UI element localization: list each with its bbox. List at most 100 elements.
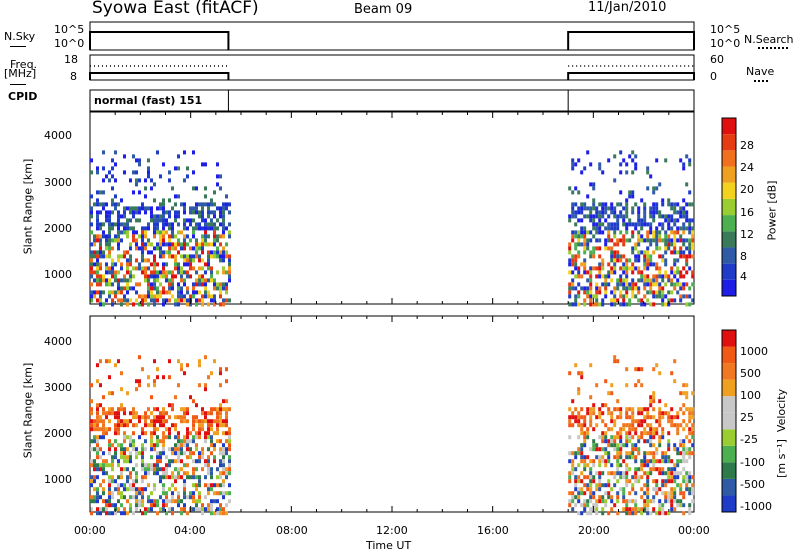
power-cell xyxy=(652,290,656,295)
power-cell xyxy=(619,162,623,167)
power-cell xyxy=(123,210,126,215)
velocity-cell xyxy=(156,471,159,476)
velocity-cell xyxy=(132,423,135,428)
power-cell xyxy=(150,214,153,219)
power-cell xyxy=(96,278,99,283)
velocity-cell xyxy=(691,499,695,504)
velocity-cell xyxy=(204,439,207,444)
power-cell xyxy=(610,246,614,251)
power-cell xyxy=(90,274,93,279)
power-cell xyxy=(616,286,620,291)
power-cell xyxy=(646,278,650,283)
power-cell xyxy=(174,274,177,279)
power-cell xyxy=(568,302,572,307)
power-cell xyxy=(589,294,593,299)
velocity-cell xyxy=(652,395,656,400)
power-cell xyxy=(228,210,231,215)
velocity-cell xyxy=(673,487,677,492)
power-cell xyxy=(153,266,156,271)
velocity-cell xyxy=(180,415,183,420)
velocity-cell xyxy=(646,451,650,456)
power-cell xyxy=(622,302,626,307)
velocity-cell xyxy=(171,447,174,452)
velocity-cell xyxy=(685,451,689,456)
velocity-cell xyxy=(682,391,686,396)
power-cell xyxy=(213,202,216,207)
velocity-cell xyxy=(628,455,632,460)
power-cell xyxy=(625,226,629,231)
velocity-cell xyxy=(120,475,123,480)
xtick-1: 04:00 xyxy=(174,524,206,537)
velocity-cell xyxy=(625,431,629,436)
power-cell xyxy=(228,298,231,303)
power-cell xyxy=(186,298,189,303)
velocity-cell xyxy=(162,467,165,472)
velocity-cell xyxy=(153,431,156,436)
velocity-cell xyxy=(691,483,695,488)
power-cell xyxy=(174,246,177,251)
velocity-cell xyxy=(183,507,186,512)
power-cell xyxy=(631,158,635,163)
freq-tick-left-high: 18 xyxy=(64,53,78,66)
power-cell xyxy=(204,278,207,283)
power-cell xyxy=(598,166,602,171)
power-cell xyxy=(159,218,162,223)
power-cell xyxy=(195,242,198,247)
power-cell xyxy=(129,178,132,183)
power-cell xyxy=(150,186,153,191)
power-cell xyxy=(580,286,584,291)
power-cell xyxy=(189,210,192,215)
velocity-cell xyxy=(165,475,168,480)
velocity-cell xyxy=(105,503,108,508)
power-cell xyxy=(613,270,617,275)
velocity-cell xyxy=(646,459,650,464)
velocity-cell xyxy=(177,451,180,456)
power-cell xyxy=(201,250,204,255)
power-cell xyxy=(583,286,587,291)
power-cell xyxy=(661,226,665,231)
velocity-cell xyxy=(147,471,150,476)
power-ytick-1000: 1000 xyxy=(44,268,72,281)
velocity-cell xyxy=(589,507,593,512)
power-cell xyxy=(120,286,123,291)
velocity-cell xyxy=(568,471,572,476)
power-cell xyxy=(96,222,99,227)
velocity-cell xyxy=(682,419,686,424)
velocity-cell xyxy=(607,483,611,488)
power-cell xyxy=(147,286,150,291)
velocity-cell xyxy=(135,495,138,500)
power-cell xyxy=(652,234,656,239)
velocity-cell xyxy=(610,415,614,420)
velocity-cell xyxy=(595,507,599,512)
velocity-cell xyxy=(204,459,207,464)
power-cell xyxy=(634,166,638,171)
power-cell xyxy=(129,242,132,247)
velocity-cell xyxy=(138,355,141,360)
velocity-cell xyxy=(135,455,138,460)
velocity-cell xyxy=(688,479,692,484)
power-cell xyxy=(222,282,225,287)
velocity-colorbar-segment xyxy=(722,478,736,496)
power-cell xyxy=(574,222,578,227)
velocity-cell xyxy=(640,463,644,468)
power-cell xyxy=(111,266,114,271)
velocity-cell xyxy=(580,427,584,432)
power-cell xyxy=(213,294,216,299)
power-cell xyxy=(204,202,207,207)
power-cell xyxy=(114,178,117,183)
power-cell xyxy=(649,302,653,307)
power-cell xyxy=(595,266,599,271)
velocity-cell xyxy=(682,455,686,460)
velocity-cell xyxy=(120,491,123,496)
velocity-cell xyxy=(673,475,677,480)
velocity-cell xyxy=(691,391,695,396)
velocity-colorbar-segment xyxy=(722,346,736,364)
power-cell xyxy=(619,150,623,155)
velocity-cell xyxy=(111,455,114,460)
velocity-cell xyxy=(625,443,629,448)
velocity-cell xyxy=(135,387,138,392)
velocity-cell xyxy=(120,455,123,460)
velocity-cell xyxy=(108,487,111,492)
velocity-cell xyxy=(685,383,689,388)
velocity-cell xyxy=(685,423,689,428)
